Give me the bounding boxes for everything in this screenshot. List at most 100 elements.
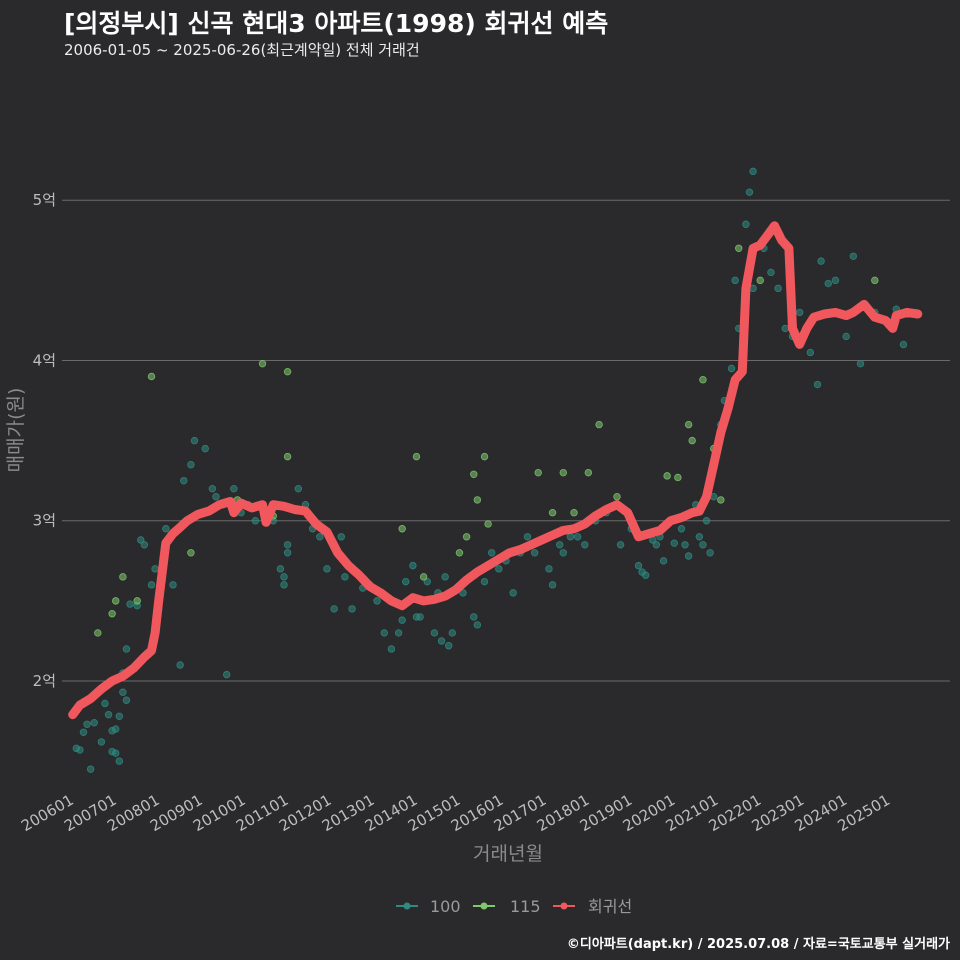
data-point [187, 549, 195, 557]
data-point [416, 613, 424, 621]
data-point [462, 533, 471, 541]
legend-label-regression: 회귀선 [588, 897, 632, 916]
data-point [566, 533, 575, 541]
data-point [280, 573, 288, 581]
data-point [251, 517, 260, 525]
data-point [824, 279, 832, 288]
data-point [570, 509, 578, 517]
data-point [348, 605, 356, 613]
data-point [108, 610, 116, 618]
legend-item-100: 100 [396, 897, 461, 916]
data-point [341, 573, 349, 581]
data-point [745, 188, 754, 196]
data-point [201, 444, 209, 453]
data-point [681, 541, 689, 549]
data-point [688, 436, 696, 445]
data-point [534, 468, 542, 477]
data-point [706, 549, 714, 557]
data-point [258, 359, 267, 368]
data-point [767, 268, 775, 277]
data-point [523, 533, 532, 541]
data-point [283, 541, 292, 549]
data-point [412, 452, 421, 461]
data-point [387, 645, 396, 653]
data-point [119, 688, 127, 696]
data-point [409, 561, 417, 570]
legend-item-regression: 회귀선 [553, 897, 632, 916]
data-point [83, 720, 91, 728]
data-point [559, 549, 567, 557]
data-point [208, 484, 217, 493]
data-point [473, 621, 482, 629]
data-point [584, 468, 593, 477]
data-point [330, 605, 338, 613]
data-point [441, 573, 449, 581]
data-point [831, 276, 840, 285]
data-point [899, 340, 908, 349]
data-point [398, 616, 406, 624]
data-point [581, 541, 589, 549]
data-point [147, 581, 156, 589]
data-point [76, 746, 84, 754]
data-point [223, 670, 231, 679]
data-point [530, 549, 539, 557]
data-point [112, 597, 120, 605]
data-point [677, 525, 686, 533]
data-point [699, 541, 707, 549]
data-point [613, 493, 621, 501]
data-point [133, 597, 141, 605]
data-point [473, 496, 482, 504]
data-point [595, 420, 603, 429]
data-point [448, 629, 456, 637]
data-point [280, 581, 288, 589]
data-point [423, 577, 431, 586]
legend-label-100: 100 [430, 897, 461, 916]
data-point [122, 696, 131, 704]
data-point [695, 533, 704, 541]
data-point [398, 525, 406, 533]
data-point [79, 728, 88, 737]
data-point [670, 539, 678, 547]
data-point [147, 372, 156, 381]
x-axis-title: 거래년월 [473, 843, 543, 865]
data-point [437, 637, 446, 645]
data-point [94, 629, 102, 637]
data-point [419, 573, 428, 581]
data-point [742, 220, 750, 228]
data-point [455, 549, 464, 557]
data-point [774, 284, 782, 293]
data-point [176, 661, 184, 669]
data-point [294, 484, 303, 493]
data-point [126, 600, 134, 608]
data-point [283, 549, 292, 557]
data-point [122, 645, 131, 653]
y-axis-title: 매매가(원) [5, 388, 27, 473]
data-point [402, 577, 410, 586]
data-point [316, 533, 324, 541]
data-point [717, 496, 725, 504]
x-axis-ticks: 2006012007012008012009012010012011012012… [18, 791, 893, 835]
data-point [470, 470, 478, 478]
data-point [849, 252, 858, 260]
data-point [856, 359, 865, 368]
data-point [731, 276, 739, 285]
data-point [509, 589, 517, 597]
data-point [470, 613, 478, 621]
data-point [169, 581, 177, 589]
data-point [140, 541, 149, 549]
data-point [337, 533, 345, 541]
data-point [634, 561, 643, 570]
data-point [112, 725, 120, 733]
chart-subtitle: 2006-01-05 ~ 2025-06-26(최근계약일) 전체 거래건 [64, 41, 420, 59]
data-point [380, 629, 388, 637]
regression-line-layer [68, 221, 923, 720]
data-point [781, 324, 789, 333]
data-point [283, 367, 292, 376]
legend-label-115: 115 [510, 897, 541, 916]
legend-marker-100 [403, 902, 411, 910]
data-point [573, 533, 582, 541]
data-point [795, 308, 804, 317]
data-point [699, 376, 707, 384]
y-tick-label: 3억 [33, 512, 56, 530]
